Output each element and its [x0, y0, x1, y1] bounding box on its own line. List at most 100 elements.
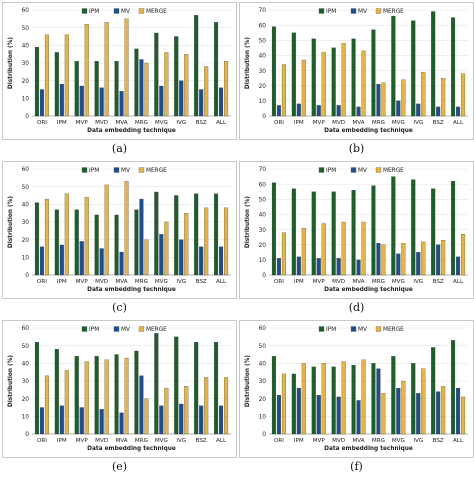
bar-ipm-mvd	[331, 47, 336, 117]
chart-svg-b: 0 10 20 30 40 50 60 70 Distribution (%) IPM MV MERG…	[239, 2, 474, 140]
legend-swatch-mv	[350, 8, 357, 14]
y-axis-label: Distribution (%)	[8, 355, 14, 407]
y-tick-label: 10	[259, 258, 267, 264]
legend-swatch-merge	[375, 167, 382, 173]
x-tick-label: MVA	[352, 120, 364, 126]
bar-merge-all	[461, 73, 466, 117]
bar-mv-mvd	[99, 409, 104, 435]
bar-merge-bsz	[441, 240, 446, 276]
bar-mv-ipm	[296, 387, 301, 435]
y-tick-label: 20	[259, 84, 267, 90]
x-tick-label: MVP	[313, 120, 326, 126]
bar-merge-ipm	[301, 59, 306, 117]
legend-label-mv: MV	[358, 9, 367, 15]
bar-merge-mva	[361, 359, 366, 435]
bar-mv-ivg	[416, 103, 421, 117]
bar-ipm-bsz	[194, 15, 199, 117]
bar-ipm-mrg	[371, 29, 376, 117]
x-tick-label: MVP	[76, 438, 89, 444]
y-tick-label: 70	[259, 8, 267, 14]
x-tick-label: MVP	[76, 120, 89, 126]
bar-mv-ori	[276, 258, 281, 276]
bar-ipm-bsz	[194, 342, 199, 435]
bar-merge-mvp	[321, 363, 326, 435]
y-tick-label: 60	[22, 326, 30, 332]
chart-svg-c: 0 10 20 30 40 50 60 Distribution (%) IPM MV MERGE O…	[2, 161, 237, 299]
bar-mv-mvd	[99, 248, 104, 276]
bar-merge-bsz	[204, 66, 209, 117]
y-tick-label: 50	[22, 344, 30, 350]
bar-ipm-ivg	[174, 195, 179, 276]
bar-mv-mvg	[159, 405, 164, 435]
legend-label-mv: MV	[121, 9, 130, 15]
x-tick-label: MVG	[155, 120, 168, 126]
bar-mv-mrg	[376, 368, 381, 435]
bar-merge-ipm	[301, 363, 306, 435]
bar-mv-mva	[119, 412, 124, 435]
bar-merge-mvp	[321, 52, 326, 117]
y-tick-label: 30	[259, 228, 267, 234]
bar-merge-mvg	[401, 243, 406, 276]
bar-mv-all	[456, 256, 461, 276]
x-tick-label: MRG	[372, 279, 385, 285]
bar-ipm-ipm	[54, 52, 59, 117]
bar-ipm-mrg	[371, 363, 376, 435]
bar-merge-mvg	[164, 52, 169, 117]
bar-mv-all	[456, 106, 461, 117]
y-tick-label: 60	[259, 182, 267, 188]
y-tick-label: 40	[22, 203, 30, 209]
bar-ipm-mva	[351, 190, 356, 276]
bar-ipm-mva	[114, 61, 119, 117]
chart-svg-f: 0 10 20 30 40 50 60 Distribution (%) IPM MV MERGE O…	[239, 320, 474, 458]
bar-ipm-ori	[271, 182, 276, 276]
bar-merge-bsz	[204, 207, 209, 276]
bar-ipm-all	[214, 22, 219, 117]
bar-ipm-mvd	[331, 366, 336, 435]
bar-merge-mva	[124, 357, 129, 435]
legend-swatch-mv	[350, 326, 357, 332]
x-tick-label: MVG	[392, 279, 405, 285]
legend-swatch-merge	[138, 167, 145, 173]
x-tick-label: MVA	[115, 279, 127, 285]
bar-merge-ivg	[184, 54, 189, 117]
legend-swatch-mv	[113, 8, 120, 14]
x-tick-label: ALL	[453, 438, 464, 444]
y-tick-label: 10	[259, 99, 267, 105]
bar-merge-ivg	[184, 213, 189, 276]
legend-label-ipm: IPM	[326, 9, 336, 15]
bar-ipm-bsz	[431, 188, 436, 276]
bar-merge-mvd	[104, 359, 109, 435]
x-tick-label: IVG	[176, 120, 186, 126]
bar-ipm-mvd	[94, 61, 99, 117]
bar-mv-ori	[39, 407, 44, 435]
panel-caption-f: (f)	[350, 460, 363, 473]
x-tick-label: ALL	[453, 279, 464, 285]
legend-label-mv: MV	[121, 327, 130, 333]
legend-label-merge: MERGE	[146, 168, 167, 174]
bar-mv-bsz	[436, 106, 441, 117]
x-tick-label: IPM	[57, 120, 67, 126]
bar-mv-ipm	[59, 244, 64, 276]
bar-mv-mvg	[396, 253, 401, 276]
x-axis-label: Data embedding technique	[87, 446, 176, 452]
bar-mv-ori	[39, 246, 44, 276]
bar-merge-all	[224, 207, 229, 276]
bar-ipm-mvp	[74, 209, 79, 276]
bar-merge-ivg	[421, 241, 426, 276]
bar-merge-mvg	[164, 387, 169, 435]
bar-merge-ivg	[421, 368, 426, 435]
bar-mv-ivg	[179, 80, 184, 117]
bar-ipm-mvg	[154, 32, 159, 117]
bar-mv-mvp	[316, 395, 321, 435]
y-tick-label: 30	[259, 69, 267, 75]
bar-merge-mvp	[321, 223, 326, 276]
bar-merge-all	[224, 61, 229, 117]
x-tick-label: MVD	[95, 438, 108, 444]
x-tick-label: IVG	[176, 438, 186, 444]
bar-merge-mvg	[401, 380, 406, 435]
bar-ipm-ivg	[174, 36, 179, 117]
y-tick-label: 50	[259, 344, 267, 350]
bar-ipm-ipm	[291, 373, 296, 435]
y-tick-label: 30	[22, 61, 30, 67]
legend-swatch-mv	[350, 167, 357, 173]
